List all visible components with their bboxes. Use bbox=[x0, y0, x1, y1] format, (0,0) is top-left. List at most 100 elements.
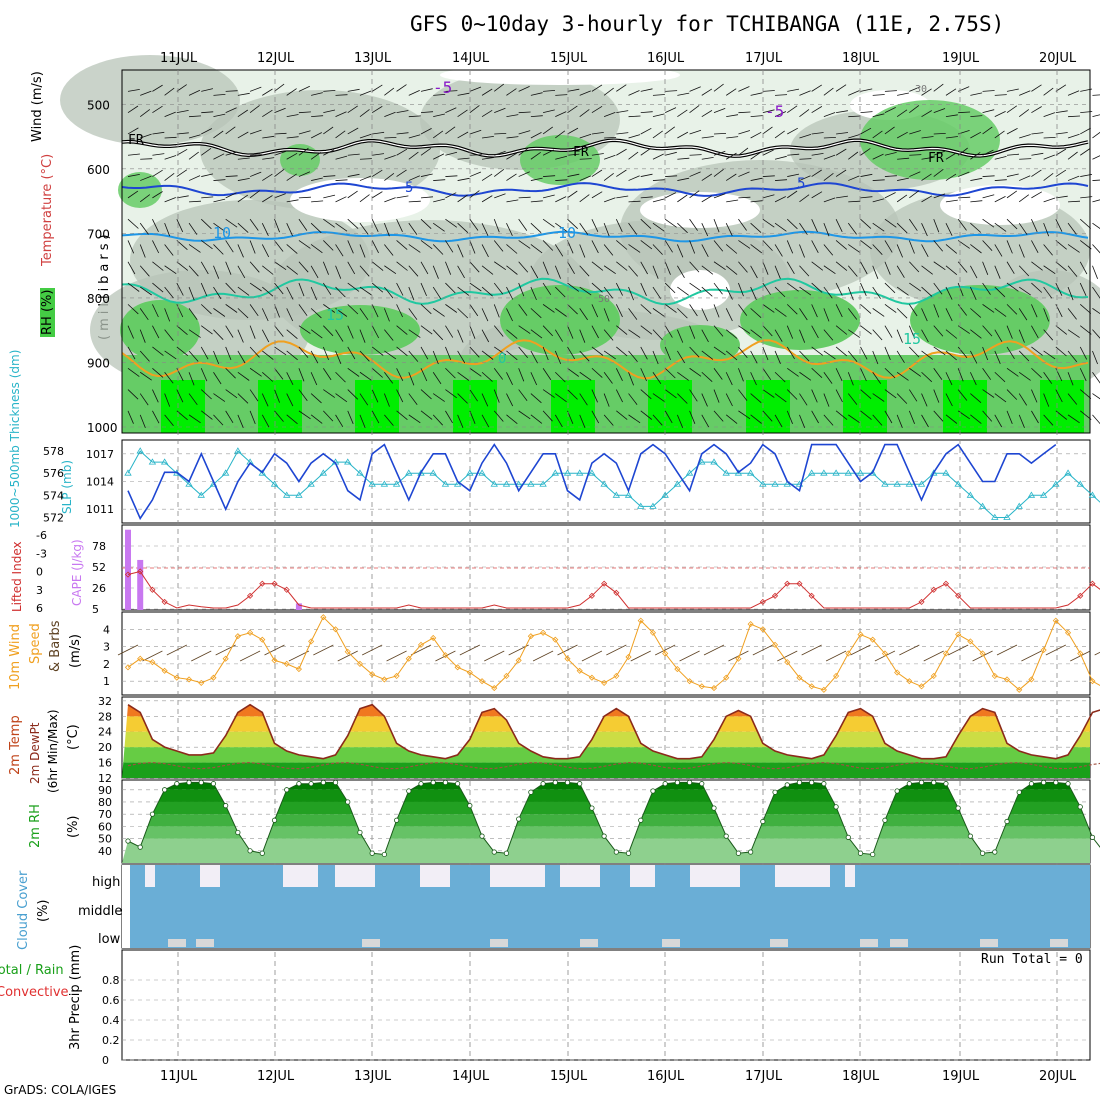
li-series-point bbox=[149, 586, 156, 593]
wind-barb bbox=[713, 325, 724, 337]
rh2m-series-point bbox=[967, 833, 973, 839]
wind-barb bbox=[994, 286, 1006, 298]
wind-barb bbox=[701, 222, 709, 237]
wind-barb bbox=[884, 218, 897, 228]
wind-barb bbox=[445, 192, 457, 199]
cloud-clear-high bbox=[420, 865, 450, 887]
wind-barb bbox=[811, 218, 818, 233]
wind-barb bbox=[213, 350, 220, 365]
wind10-series-point bbox=[503, 672, 510, 680]
wind-barb bbox=[713, 346, 726, 356]
wind-barb bbox=[298, 410, 311, 420]
wind-barb bbox=[799, 134, 812, 139]
wind10-barb bbox=[532, 650, 554, 662]
wind-barb bbox=[249, 86, 262, 92]
wind10-series-point bbox=[344, 648, 351, 655]
wind-barb bbox=[1031, 410, 1039, 424]
wind-barb bbox=[652, 153, 664, 160]
wind-barb bbox=[1019, 175, 1031, 181]
wind-barb bbox=[481, 88, 493, 96]
wind-barb bbox=[371, 218, 379, 232]
wind-barb bbox=[493, 389, 500, 403]
rh2m-series-point bbox=[845, 834, 851, 840]
wind-barb bbox=[725, 372, 733, 386]
wind-barb bbox=[689, 190, 700, 199]
thickness-series-point bbox=[1088, 491, 1097, 498]
wind-barb bbox=[457, 177, 470, 181]
wind10-series-point bbox=[295, 665, 302, 673]
wind-barb bbox=[384, 244, 394, 256]
wind-barb bbox=[872, 329, 883, 341]
rh-bright-column bbox=[258, 380, 302, 433]
rh-green-blob bbox=[500, 285, 620, 355]
cape-tick-label: 26 bbox=[92, 582, 106, 595]
wind-barb bbox=[591, 325, 599, 339]
wind-barb bbox=[408, 151, 419, 160]
wind-barb bbox=[738, 196, 751, 199]
wind-barb bbox=[1092, 114, 1100, 118]
wind-barb bbox=[640, 148, 651, 156]
wind10-barb bbox=[752, 644, 774, 656]
rh2m-tick-label: 60 bbox=[98, 820, 112, 833]
rh2m-series-point bbox=[235, 829, 241, 836]
wind-barb bbox=[982, 368, 992, 380]
wind-barb bbox=[286, 136, 299, 139]
wind-barb bbox=[286, 173, 297, 181]
wind-barb bbox=[811, 389, 818, 403]
wind-barb bbox=[665, 175, 678, 177]
wind-barb bbox=[298, 282, 305, 297]
wind-barb bbox=[310, 286, 318, 301]
wind-barb bbox=[371, 191, 383, 199]
wind-barb bbox=[701, 371, 713, 382]
wind-barb bbox=[201, 128, 213, 135]
wind-barb bbox=[738, 130, 751, 135]
wind-barb bbox=[164, 87, 175, 96]
wind10-series-point bbox=[601, 679, 608, 686]
cloud-clear-high bbox=[200, 865, 220, 887]
thickness-series-point bbox=[856, 469, 865, 476]
wind-barb bbox=[591, 153, 604, 156]
wind-barb bbox=[603, 286, 614, 299]
wind10-series-point bbox=[173, 674, 180, 681]
wind-barb bbox=[970, 177, 983, 181]
thickness-series-point bbox=[746, 469, 755, 476]
wind-barb bbox=[872, 94, 885, 96]
wind-barb bbox=[762, 109, 775, 114]
wind-barb bbox=[494, 107, 506, 114]
wind-barb bbox=[396, 218, 403, 232]
wind-barb bbox=[372, 131, 385, 135]
wind-barb bbox=[542, 240, 554, 251]
wind-barb bbox=[664, 192, 677, 199]
wind-barb bbox=[713, 389, 720, 403]
precip-tick-label: 0.2 bbox=[102, 1034, 120, 1047]
wind-barb bbox=[774, 222, 787, 232]
wind-barb bbox=[469, 346, 480, 358]
wind-barb bbox=[689, 261, 700, 273]
wind-barb bbox=[347, 105, 358, 113]
wind-barb bbox=[579, 329, 586, 343]
wind-barb bbox=[689, 346, 700, 358]
wind-barb bbox=[1006, 410, 1013, 424]
wind-barb bbox=[640, 111, 653, 114]
wind-barb bbox=[896, 286, 909, 296]
wind-barb bbox=[371, 84, 383, 92]
wind-barb bbox=[542, 261, 549, 275]
wind-barb bbox=[970, 115, 983, 118]
wind-barb bbox=[970, 265, 978, 279]
wind-barb bbox=[884, 410, 893, 424]
wind-barb bbox=[359, 308, 369, 321]
li-series-point bbox=[161, 598, 168, 605]
wind-barb bbox=[408, 200, 421, 203]
wind-barb bbox=[530, 414, 543, 424]
wind-barb bbox=[408, 90, 420, 96]
wind-barb bbox=[909, 154, 922, 156]
wind-barb bbox=[298, 85, 310, 92]
rh2m-series-point bbox=[1041, 779, 1047, 786]
wind-barb bbox=[432, 265, 439, 279]
thickness-series-point bbox=[1076, 480, 1084, 487]
wind10-series-point bbox=[771, 641, 779, 648]
isotherm-label: 30 bbox=[915, 84, 927, 95]
wind-barb bbox=[872, 222, 885, 232]
wind-barb bbox=[957, 282, 964, 297]
rh2m-series-point bbox=[564, 779, 571, 786]
